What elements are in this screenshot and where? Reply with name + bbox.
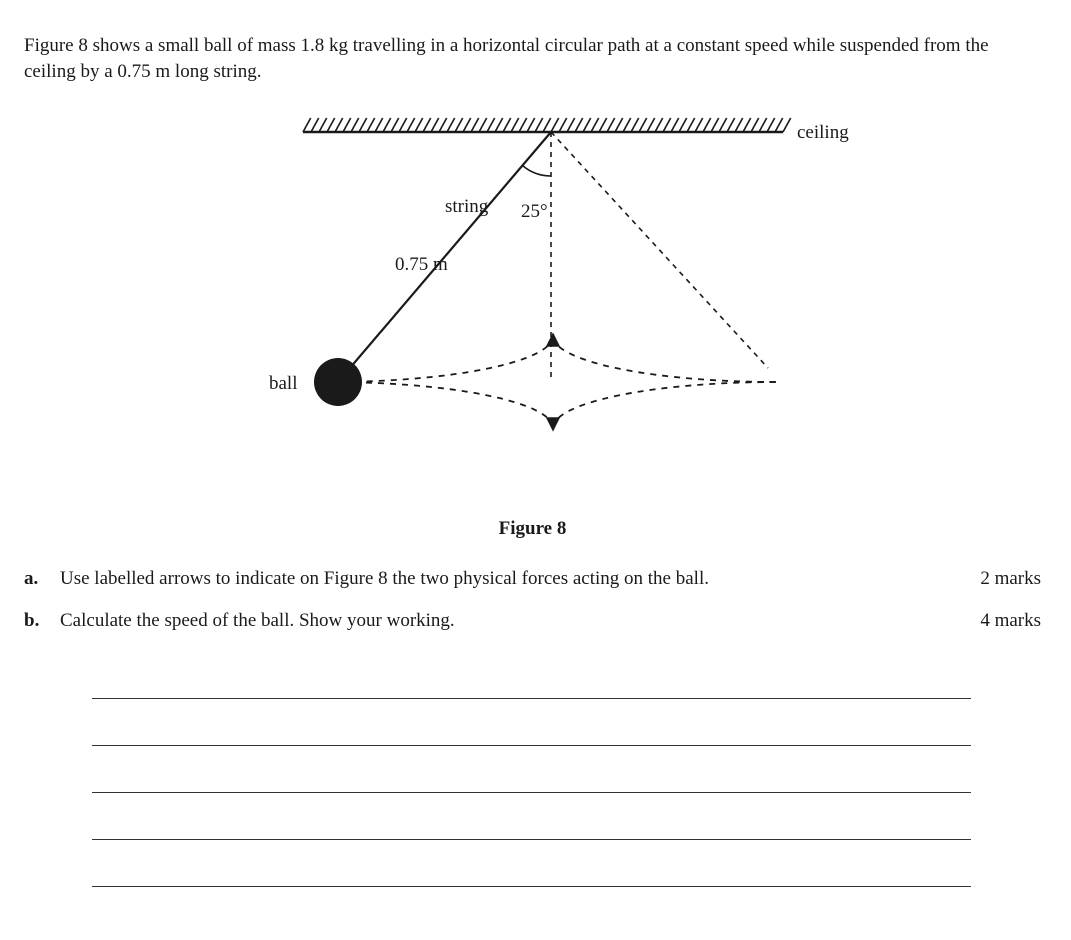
conical-pendulum-diagram: ceiling string 0.75 m 25° ball <box>173 102 893 502</box>
figure-8: ceiling string 0.75 m 25° ball <box>24 102 1041 502</box>
question-b-text: Calculate the speed of the ball. Show yo… <box>60 610 980 632</box>
question-a-marks: 2 marks <box>980 568 1041 590</box>
answer-lines <box>92 652 971 887</box>
svg-text:25°: 25° <box>521 201 548 222</box>
intro-text: Figure 8 shows a small ball of mass 1.8 … <box>24 33 1041 84</box>
figure-caption: Figure 8 <box>24 518 1041 540</box>
question-a-text: Use labelled arrows to indicate on Figur… <box>60 568 980 590</box>
svg-text:string: string <box>445 196 489 217</box>
svg-text:ball: ball <box>269 373 298 394</box>
answer-line[interactable] <box>92 699 971 746</box>
svg-text:0.75 m: 0.75 m <box>395 254 448 275</box>
question-a-label: a. <box>24 568 60 590</box>
answer-line[interactable] <box>92 746 971 793</box>
answer-line[interactable] <box>92 840 971 887</box>
svg-text:ceiling: ceiling <box>797 122 849 143</box>
exam-page: Figure 8 shows a small ball of mass 1.8 … <box>0 0 1071 927</box>
question-b-label: b. <box>24 610 60 632</box>
question-b-marks: 4 marks <box>980 610 1041 632</box>
answer-line[interactable] <box>92 793 971 840</box>
answer-line[interactable] <box>92 652 971 699</box>
question-a: a. Use labelled arrows to indicate on Fi… <box>24 568 1041 590</box>
question-b: b. Calculate the speed of the ball. Show… <box>24 610 1041 632</box>
